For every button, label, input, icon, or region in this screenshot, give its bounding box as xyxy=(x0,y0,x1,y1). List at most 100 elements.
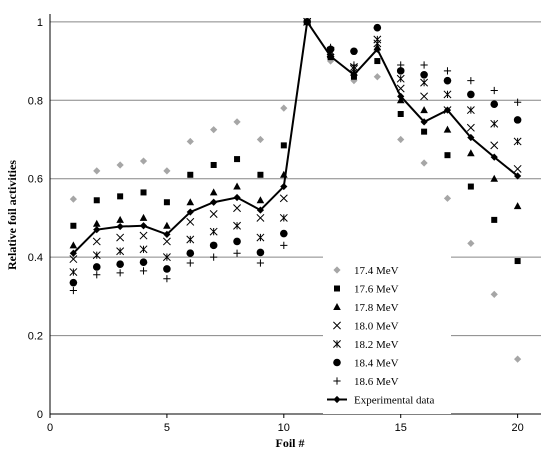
data-point xyxy=(420,70,428,79)
data-point xyxy=(233,118,241,126)
data-point xyxy=(93,197,100,204)
gridlines xyxy=(50,21,541,337)
y-tick-label: 0.8 xyxy=(28,95,43,107)
data-point xyxy=(467,133,475,142)
x-tick-label: 0 xyxy=(47,422,53,434)
data-point xyxy=(280,142,287,149)
data-point xyxy=(139,157,148,165)
data-point xyxy=(373,35,382,44)
data-point xyxy=(116,215,124,223)
data-point xyxy=(514,98,522,106)
data-point xyxy=(397,92,405,100)
data-point xyxy=(163,221,171,229)
legend-marker xyxy=(333,358,341,367)
legend-label: 17.4 MeV xyxy=(354,265,399,277)
data-point xyxy=(303,18,311,26)
legend-entry: 17.8 MeV xyxy=(333,302,399,314)
series-7 xyxy=(69,18,522,257)
data-point xyxy=(420,118,428,126)
data-point xyxy=(350,71,358,79)
legend-entry: 17.4 MeV xyxy=(333,265,399,277)
data-point xyxy=(443,67,452,75)
data-point xyxy=(490,174,499,182)
data-point xyxy=(443,106,452,114)
data-point xyxy=(93,226,101,234)
data-point xyxy=(466,123,475,132)
x-tick-label: 15 xyxy=(395,422,407,434)
data-point xyxy=(490,153,498,161)
series-line xyxy=(72,19,519,254)
data-point xyxy=(233,221,242,230)
series-4 xyxy=(69,17,522,276)
data-point xyxy=(513,137,522,146)
legend-marker xyxy=(333,340,341,348)
data-point xyxy=(186,249,195,258)
legend-label: 18.0 MeV xyxy=(354,321,399,333)
data-point xyxy=(116,260,124,268)
data-point xyxy=(397,61,405,69)
data-point xyxy=(139,258,148,267)
data-point xyxy=(69,286,77,295)
data-point xyxy=(256,259,265,267)
data-point xyxy=(490,100,499,108)
data-point xyxy=(69,278,78,287)
data-point xyxy=(350,61,358,69)
data-point xyxy=(467,77,475,85)
data-point xyxy=(116,233,125,242)
y-tick-label: 1 xyxy=(37,17,43,29)
data-point xyxy=(467,149,475,157)
data-point xyxy=(513,164,522,173)
data-point xyxy=(443,125,452,133)
data-point xyxy=(490,86,498,95)
data-point xyxy=(326,52,335,60)
legend-label: 17.6 MeV xyxy=(354,284,399,296)
data-point xyxy=(280,241,288,249)
data-point xyxy=(467,239,475,248)
data-point xyxy=(210,161,217,168)
x-tick-label: 10 xyxy=(278,422,290,434)
data-point xyxy=(92,263,101,271)
y-tick-label: 0.4 xyxy=(28,252,43,264)
data-point xyxy=(257,171,264,178)
y-tick-label: 0.2 xyxy=(28,331,43,343)
data-point xyxy=(420,92,429,101)
data-point xyxy=(163,199,170,206)
data-point xyxy=(139,245,148,254)
data-point xyxy=(514,258,521,265)
data-point xyxy=(279,194,288,203)
data-point xyxy=(420,159,428,167)
x-tick-label: 5 xyxy=(164,422,170,434)
data-point xyxy=(69,268,78,276)
data-point xyxy=(116,247,125,256)
series-6 xyxy=(69,18,522,295)
data-point xyxy=(163,167,171,175)
data-point xyxy=(466,106,475,115)
data-point xyxy=(69,241,78,249)
data-point xyxy=(280,229,288,238)
data-point xyxy=(233,193,241,202)
data-point xyxy=(209,188,218,196)
data-point xyxy=(186,235,195,244)
data-point xyxy=(373,73,381,81)
legend-label: 18.4 MeV xyxy=(354,358,399,370)
data-point xyxy=(256,206,265,214)
data-point xyxy=(139,231,148,240)
data-point xyxy=(92,219,101,227)
data-point xyxy=(490,141,499,150)
data-point xyxy=(233,204,242,213)
data-point xyxy=(140,189,147,196)
data-point xyxy=(186,217,195,226)
data-point xyxy=(514,355,522,363)
legend-label: 18.2 MeV xyxy=(354,339,399,351)
data-point xyxy=(443,194,452,202)
legend-entry: 18.6 MeV xyxy=(333,376,399,388)
data-point xyxy=(396,67,405,75)
data-point xyxy=(93,271,101,279)
y-tick-labels: 0 0.2 0.4 0.6 0.8 1 xyxy=(28,17,43,421)
data-point xyxy=(373,24,381,32)
data-point xyxy=(396,74,405,83)
data-point xyxy=(163,275,171,283)
legend-entry: Experimental data xyxy=(327,395,434,407)
